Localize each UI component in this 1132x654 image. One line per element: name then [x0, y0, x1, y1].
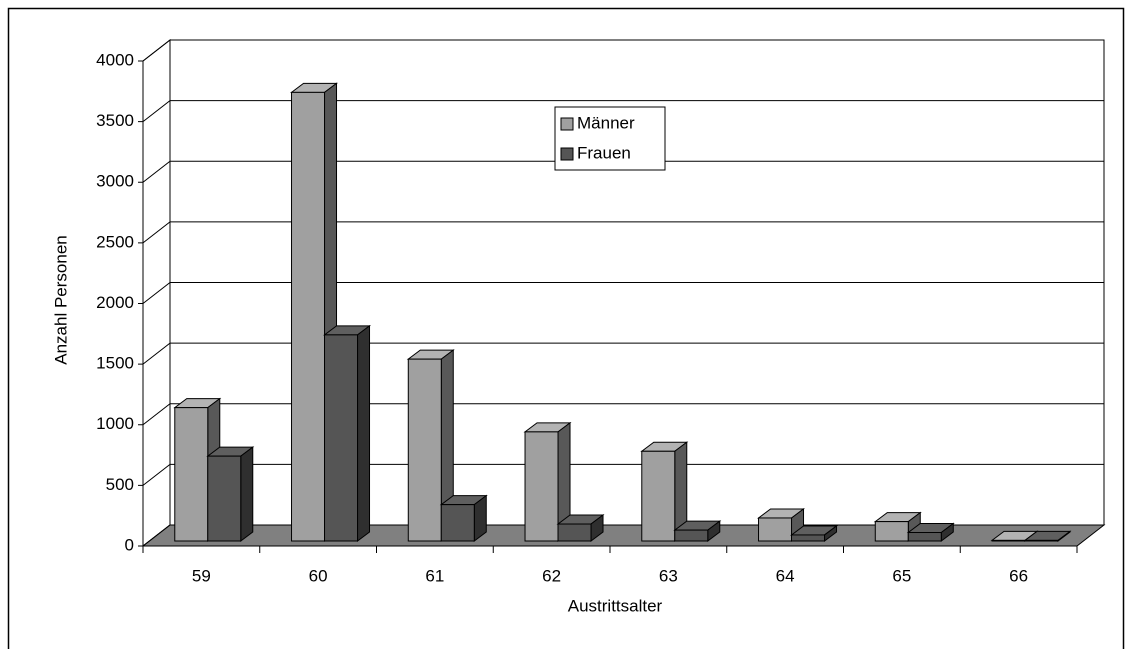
bar	[640, 441, 689, 542]
x-axis-title: Austrittsalter	[568, 596, 663, 615]
bar-front	[674, 529, 709, 542]
bar	[206, 446, 255, 542]
grid-line	[142, 100, 1104, 123]
y-tick-label: 1000	[96, 414, 134, 433]
bar	[323, 324, 372, 542]
y-tick-label: 1500	[96, 354, 134, 373]
bar	[406, 349, 455, 542]
bar-front	[791, 534, 826, 542]
x-tick-label: 60	[309, 566, 328, 585]
y-tick-label: 0	[125, 535, 134, 554]
grid-line	[142, 39, 1104, 62]
x-tick-label: 61	[425, 566, 444, 585]
bar-front	[291, 91, 326, 542]
grid-line	[142, 342, 1104, 365]
bar-front	[991, 539, 1026, 542]
x-tick-label: 59	[192, 566, 211, 585]
bar	[439, 494, 488, 542]
legend-label: Frauen	[577, 143, 631, 162]
bar-front	[557, 523, 592, 542]
bar-side	[240, 446, 254, 542]
bar	[906, 522, 955, 542]
bar-front	[641, 450, 676, 542]
bar-front	[207, 455, 242, 542]
y-tick-label: 3500	[96, 111, 134, 130]
x-tick-label: 62	[542, 566, 561, 585]
bar-front	[440, 504, 475, 542]
grid-line	[142, 282, 1104, 304]
legend: Männer Frauen	[554, 106, 666, 171]
grid-line	[142, 463, 1104, 486]
y-tick-label: 4000	[96, 50, 134, 69]
bar-front	[324, 334, 359, 542]
bar	[1023, 530, 1072, 542]
bar-front	[524, 431, 559, 542]
grid-line	[142, 160, 1104, 183]
legend-label: Männer	[577, 113, 635, 132]
bar-front	[174, 407, 209, 542]
grid-line	[142, 403, 1104, 426]
bar-front	[758, 517, 793, 542]
bar	[757, 507, 806, 542]
y-tick-label: 3000	[96, 172, 134, 191]
y-axis-title: Anzahl Personen	[51, 235, 70, 364]
y-tick-label: 2500	[96, 232, 134, 251]
bar-front	[1024, 539, 1059, 542]
bar	[673, 520, 722, 542]
y-tick-label: 2000	[96, 293, 134, 312]
x-tick-label: 65	[892, 566, 911, 585]
legend-swatch	[560, 147, 574, 161]
x-tick-label: 64	[776, 566, 795, 585]
bar-side	[357, 324, 371, 542]
floor	[141, 524, 1106, 547]
bar-front	[874, 521, 909, 542]
legend-swatch	[560, 117, 574, 131]
bar-front	[907, 532, 942, 542]
bar	[790, 524, 839, 542]
x-tick-label: 66	[1009, 566, 1028, 585]
bar	[556, 514, 605, 542]
bar	[523, 421, 572, 542]
x-tick-label: 63	[659, 566, 678, 585]
bar-front	[407, 358, 442, 542]
grid-line	[142, 221, 1104, 244]
y-tick-label: 500	[106, 475, 134, 494]
